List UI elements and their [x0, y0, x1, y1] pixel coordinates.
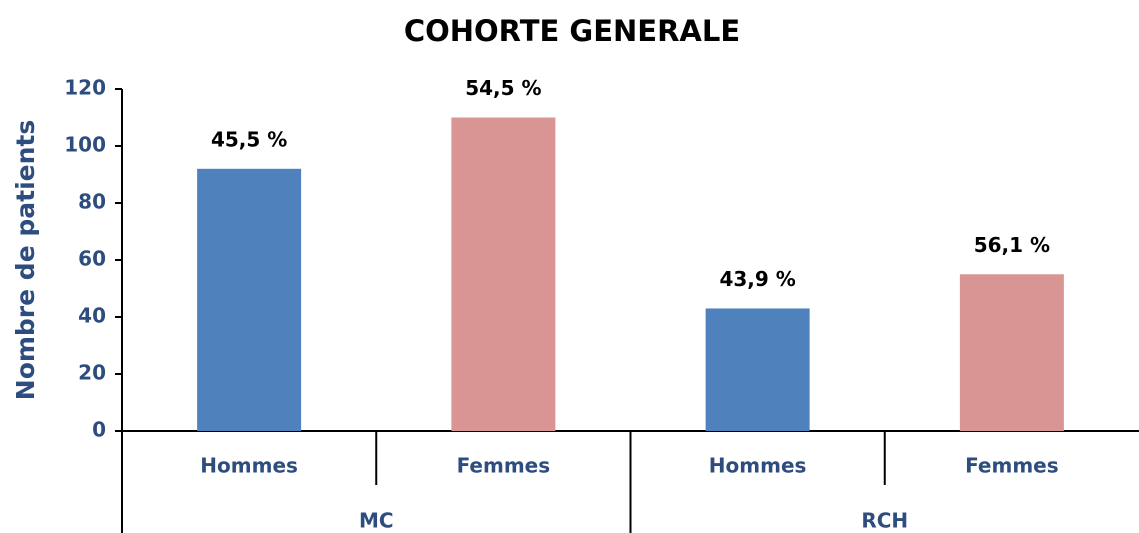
y-tick-label: 60 [78, 247, 106, 271]
annotation: 56,1 % [974, 233, 1050, 257]
annotation: 43,9 % [719, 267, 795, 291]
bar [197, 168, 302, 432]
x-tick-label: Hommes [200, 454, 298, 478]
group-label: MC [359, 509, 394, 533]
bar [959, 274, 1064, 431]
group-label: RCH [861, 509, 908, 533]
annotation: 45,5 % [211, 127, 287, 151]
x-tick-label: Femmes [965, 454, 1059, 478]
x-tick-label: Femmes [457, 454, 551, 478]
bar [705, 308, 810, 431]
chart-title: COHORTE GENERALE [404, 14, 740, 48]
y-tick-label: 80 [78, 190, 106, 214]
annotation: 54,5 % [465, 76, 541, 100]
bar [451, 117, 556, 431]
y-tick-label: 40 [78, 304, 106, 328]
y-tick-label: 100 [64, 133, 106, 157]
y-tick-label: 0 [92, 418, 106, 442]
y-axis-label: Nombre de patients [11, 120, 40, 400]
x-tick-label: Hommes [709, 454, 807, 478]
y-tick-label: 20 [78, 361, 106, 385]
y-tick-label: 120 [64, 76, 106, 100]
